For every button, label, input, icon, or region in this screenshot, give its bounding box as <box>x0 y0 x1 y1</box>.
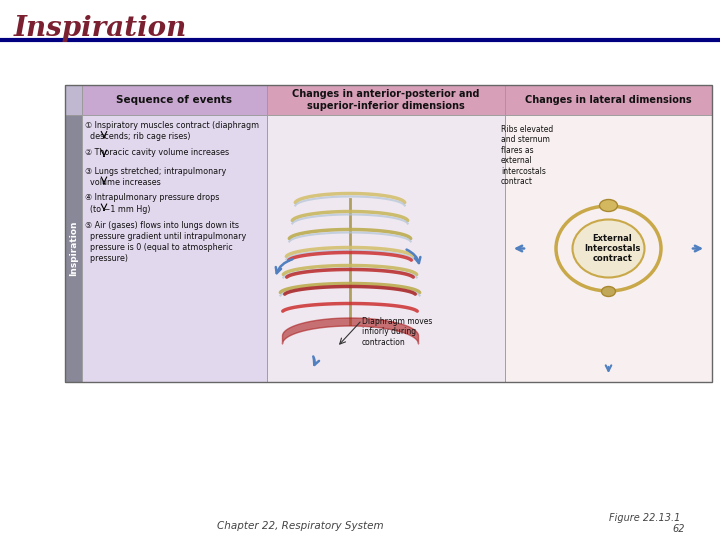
Bar <box>65 85 712 382</box>
Text: External
Intercostals
contract: External Intercostals contract <box>585 234 641 264</box>
Text: 62: 62 <box>672 524 685 534</box>
Bar <box>505 85 712 115</box>
Bar <box>267 115 505 382</box>
Text: ⑤ Air (gases) flows into lungs down its
  pressure gradient until intrapulmonary: ⑤ Air (gases) flows into lungs down its … <box>85 220 246 263</box>
Bar <box>82 115 267 382</box>
Ellipse shape <box>601 287 616 296</box>
Text: Changes in lateral dimensions: Changes in lateral dimensions <box>525 95 692 105</box>
Ellipse shape <box>572 219 644 278</box>
Bar <box>65 115 82 382</box>
Text: Sequence of events: Sequence of events <box>117 95 233 105</box>
Text: Inspiration: Inspiration <box>14 15 187 42</box>
Text: Ribs elevated
and sternum
flares as
external
intercostals
contract: Ribs elevated and sternum flares as exte… <box>501 125 553 186</box>
Text: Chapter 22, Respiratory System: Chapter 22, Respiratory System <box>217 521 383 531</box>
Text: ② Thoracic cavity volume increases: ② Thoracic cavity volume increases <box>85 148 229 157</box>
Ellipse shape <box>600 199 618 212</box>
Text: Changes in anterior-posterior and
superior-inferior dimensions: Changes in anterior-posterior and superi… <box>292 89 480 111</box>
Text: Figure 22.13.1: Figure 22.13.1 <box>608 513 680 523</box>
Text: Diaphragm moves
infiorly during
contraction: Diaphragm moves infiorly during contract… <box>362 317 433 347</box>
Text: ③ Lungs stretched; intrapulmonary
  volume increases: ③ Lungs stretched; intrapulmonary volume… <box>85 166 226 187</box>
Bar <box>505 115 712 382</box>
Bar <box>82 85 267 115</box>
Text: ① Inspiratory muscles contract (diaphragm
  descends; rib cage rises): ① Inspiratory muscles contract (diaphrag… <box>85 121 259 141</box>
Text: Inspiration: Inspiration <box>69 221 78 276</box>
Bar <box>65 85 82 115</box>
Bar <box>267 85 505 115</box>
Text: ④ Intrapulmonary pressure drops
  (to −1 mm Hg): ④ Intrapulmonary pressure drops (to −1 m… <box>85 193 220 214</box>
